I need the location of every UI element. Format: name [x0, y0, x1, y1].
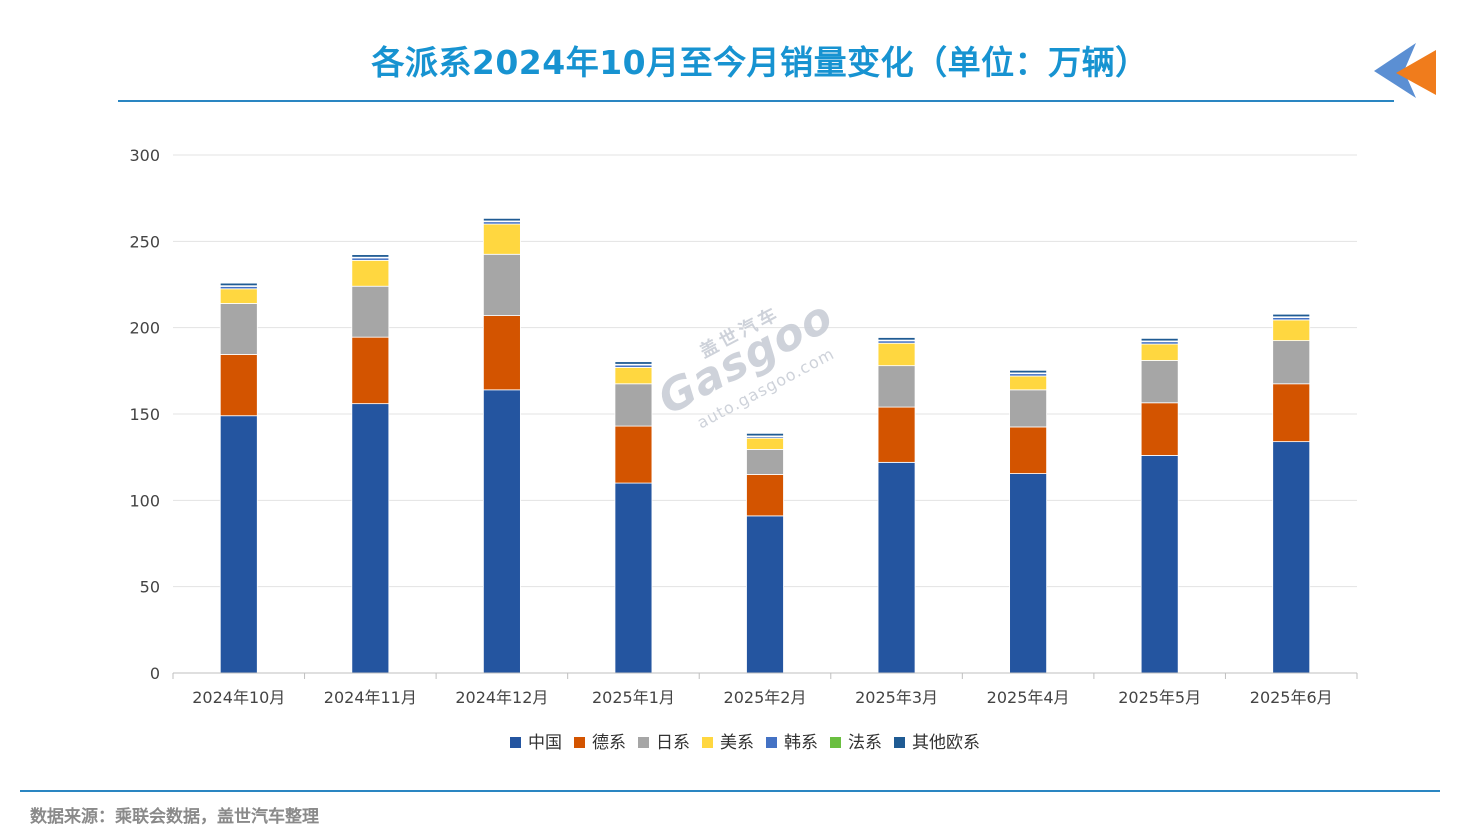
x-tick-label-6: 2025年4月 — [987, 688, 1070, 707]
legend-label-6: 其他欧系 — [912, 733, 980, 753]
bar-3-series-2 — [614, 383, 653, 427]
bar-3-series-6 — [614, 361, 653, 365]
chart-title: 各派系2024年10月至今月销量变化（单位：万辆） — [371, 43, 1149, 82]
bar-1-series-6 — [351, 254, 390, 258]
bar-8-series-0 — [1272, 441, 1311, 674]
x-tick-label-8: 2025年6月 — [1250, 688, 1333, 707]
y-axis: 0 50 100 150 200 250 300 — [129, 146, 160, 683]
legend-swatch-1 — [574, 737, 585, 748]
bar-1-series-1 — [351, 336, 390, 405]
brand-arrow-orange-shape — [1396, 50, 1436, 95]
bar-7-series-0 — [1140, 455, 1179, 674]
y-tick-label-300: 300 — [129, 146, 160, 165]
y-tick-label-50: 50 — [140, 578, 160, 597]
legend-label-1: 德系 — [592, 733, 626, 753]
x-tick-label-3: 2025年1月 — [592, 688, 675, 707]
legend-swatch-2 — [638, 737, 649, 748]
bar-6-series-3 — [1009, 375, 1048, 391]
bar-2-series-6 — [482, 217, 521, 222]
bar-0-series-0 — [219, 415, 258, 674]
bar-7-series-6 — [1140, 337, 1179, 342]
legend-label-2: 日系 — [656, 733, 690, 753]
bar-8-series-2 — [1272, 340, 1311, 385]
chart-legend: 中国 德系 日系 美系 韩系 法系 其他欧系 — [0, 728, 1472, 753]
bar-5-series-1 — [877, 406, 916, 463]
bar-1-series-3 — [351, 259, 390, 287]
bar-7-series-2 — [1140, 360, 1179, 404]
x-tick-label-2: 2024年12月 — [455, 688, 548, 707]
bar-0-series-6 — [219, 282, 258, 287]
legend-swatch-4 — [766, 737, 777, 748]
bar-1-series-2 — [351, 285, 390, 338]
bar-6-series-2 — [1009, 389, 1048, 428]
legend-label-4: 韩系 — [784, 733, 818, 753]
legend-item-0: 中国 — [510, 728, 562, 753]
bar-4-series-3 — [746, 437, 784, 450]
bar-6-series-0 — [1009, 473, 1048, 674]
legend-label-5: 法系 — [848, 733, 882, 753]
bar-6-series-1 — [1009, 426, 1048, 474]
legend-swatch-0 — [510, 737, 521, 748]
bar-1-series-0 — [351, 403, 390, 674]
bar-0-series-3 — [219, 288, 258, 304]
legend-swatch-5 — [830, 737, 841, 748]
legend-label-0: 中国 — [528, 733, 562, 753]
x-tick-label-7: 2025年5月 — [1118, 688, 1201, 707]
x-tick-label-4: 2025年2月 — [724, 688, 807, 707]
x-tick-label-5: 2025年3月 — [855, 688, 938, 707]
legend-item-4: 韩系 — [766, 728, 818, 753]
bar-0-series-2 — [219, 303, 258, 355]
bar-5-series-6 — [877, 337, 916, 341]
bar-6-series-6 — [1009, 369, 1048, 374]
bar-3-series-0 — [614, 482, 653, 674]
bar-4-series-6 — [746, 432, 784, 437]
brand-arrow-blue-shape — [1374, 43, 1416, 98]
bar-5-series-3 — [877, 342, 916, 367]
brand-arrow-icon — [1374, 43, 1436, 98]
bar-3-series-1 — [614, 425, 653, 484]
bar-5-series-0 — [877, 461, 916, 674]
bar-4-series-1 — [746, 474, 784, 517]
bar-2-series-3 — [482, 223, 521, 255]
bar-8-series-6 — [1272, 313, 1311, 318]
bar-7-series-1 — [1140, 402, 1179, 456]
bar-0-series-1 — [219, 354, 258, 417]
legend-swatch-3 — [702, 737, 713, 748]
footer-divider — [20, 790, 1440, 792]
x-tick-label-1: 2024年11月 — [324, 688, 417, 707]
bar-7-series-3 — [1140, 343, 1179, 361]
y-tick-label-250: 250 — [129, 232, 160, 251]
bar-8-series-1 — [1272, 383, 1311, 443]
y-tick-label-0: 0 — [150, 664, 160, 683]
legend-item-3: 美系 — [702, 728, 754, 753]
data-source-note: 数据来源：乘联会数据，盖世汽车整理 — [30, 807, 319, 827]
legend-swatch-6 — [894, 737, 905, 748]
legend-item-2: 日系 — [638, 728, 690, 753]
bar-5-series-2 — [877, 365, 916, 408]
bar-2-series-2 — [482, 253, 521, 316]
bars — [219, 217, 1311, 674]
bar-4-series-0 — [746, 515, 784, 674]
legend-label-3: 美系 — [720, 733, 754, 753]
bar-4-series-2 — [746, 448, 784, 475]
bar-2-series-1 — [482, 315, 521, 391]
y-tick-label-200: 200 — [129, 319, 160, 338]
y-tick-label-100: 100 — [129, 491, 160, 510]
legend-item-5: 法系 — [830, 728, 882, 753]
legend-item-6: 其他欧系 — [894, 728, 980, 753]
x-axis: 2024年10月 2024年11月 2024年12月 2025年1月 2025年2月 20… — [172, 672, 1358, 707]
bar-2-series-0 — [482, 389, 521, 674]
legend-item-1: 德系 — [574, 728, 626, 753]
bar-8-series-3 — [1272, 319, 1311, 342]
x-tick-label-0: 2024年10月 — [192, 688, 285, 707]
title-divider — [118, 100, 1394, 102]
y-tick-label-150: 150 — [129, 405, 160, 424]
bar-3-series-3 — [614, 366, 653, 385]
